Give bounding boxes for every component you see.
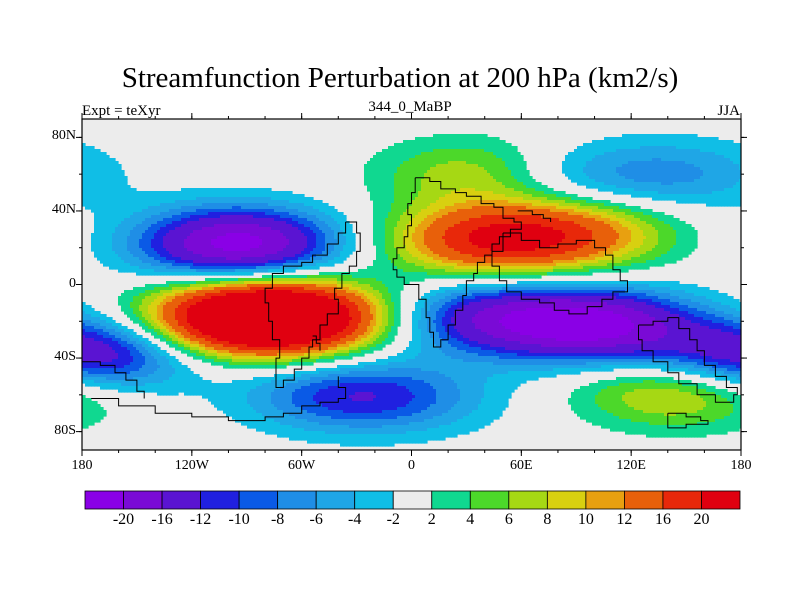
colorbar-swatch: [161, 490, 201, 510]
colorbar: [84, 490, 741, 510]
colorbar-swatch: [701, 490, 741, 510]
colorbar-label: 20: [693, 511, 710, 528]
colorbar-swatch: [546, 490, 587, 510]
colorbar-label: -10: [228, 511, 250, 528]
colorbar-swatch: [84, 490, 124, 510]
colorbar-swatch: [277, 490, 317, 510]
colorbar-label: 10: [577, 511, 594, 528]
colorbar-label: 16: [654, 511, 671, 528]
coastline-path: [638, 317, 738, 403]
colorbar-swatch: [508, 490, 548, 510]
colorbar-swatch: [123, 490, 163, 510]
colorbar-label: 4: [466, 511, 475, 528]
coastline-path: [82, 361, 145, 399]
colorbar-swatch: [624, 490, 664, 510]
colorbar-label: -4: [348, 511, 362, 528]
coastline-outline: [82, 177, 738, 429]
y-tick-label: 40N: [51, 201, 76, 217]
colorbar-swatch: [354, 490, 394, 510]
colorbar-swatch: [392, 490, 433, 510]
x-tick-label: 0: [408, 458, 415, 473]
colorbar-swatch: [662, 490, 702, 510]
y-tick-label: 40S: [54, 349, 76, 365]
coastline-path: [667, 412, 709, 429]
colorbar-label: 12: [616, 511, 633, 528]
season-label: JJA: [717, 103, 740, 119]
y-tick-label: 80S: [54, 422, 76, 438]
colorbar-swatch: [585, 490, 625, 510]
y-tick-label: 0: [69, 275, 76, 291]
colorbar-swatch: [431, 490, 471, 510]
coastline-path: [392, 177, 522, 348]
colorbar-label: -6: [309, 511, 323, 528]
colorbar-label: -8: [270, 511, 285, 528]
run-id-label: 344_0_MaBP: [368, 99, 452, 115]
x-tick-label: 60W: [288, 458, 316, 473]
colorbar-swatch: [238, 490, 279, 510]
x-tick-label: 180: [730, 458, 752, 473]
axis-ticks: [76, 113, 747, 456]
chart-title: Streamfunction Perturbation at 200 hPa (…: [121, 62, 679, 94]
x-tick-label: 120E: [616, 458, 646, 473]
y-tick-label: 80N: [51, 128, 76, 144]
x-tick-label: 120W: [174, 458, 209, 473]
x-tick-label: 60E: [510, 458, 533, 473]
colorbar-label: -2: [386, 511, 400, 528]
colorbar-label: -12: [189, 511, 212, 528]
coastline-path: [91, 376, 347, 422]
colorbar-swatch: [469, 490, 510, 510]
colorbar-label: -16: [151, 511, 173, 528]
coastline-path: [491, 232, 628, 315]
colorbar-swatch: [200, 490, 240, 510]
colorbar-label: 8: [543, 511, 552, 528]
colorbar-label: -20: [112, 511, 135, 528]
experiment-label: Expt = teXyr: [82, 103, 161, 119]
coastline-path: [312, 335, 321, 351]
coastline-path: [517, 210, 552, 222]
coastline-path: [264, 221, 361, 388]
colorbar-label: 2: [427, 511, 436, 528]
colorbar-label: 6: [504, 511, 513, 528]
colorbar-swatch: [315, 490, 356, 510]
x-tick-label: 180: [71, 458, 93, 473]
